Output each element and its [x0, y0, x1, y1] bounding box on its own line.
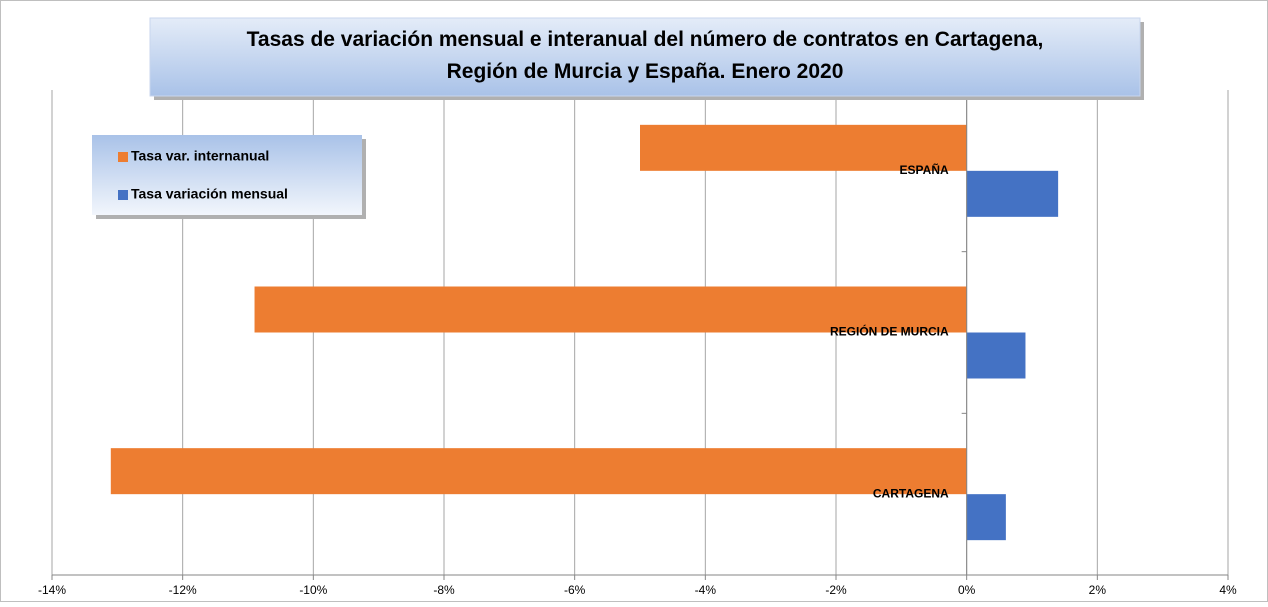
bar: [966, 332, 1026, 379]
title-box: [149, 17, 1141, 97]
chart-title: Tasas de variación mensual e interanual …: [247, 28, 1044, 83]
legend-swatch: [118, 190, 128, 200]
x-tick-label: 2%: [1089, 583, 1107, 597]
x-tick-label: -12%: [169, 583, 197, 597]
x-tick-label: -8%: [433, 583, 455, 597]
x-tick-label: -4%: [695, 583, 717, 597]
bar: [640, 124, 967, 171]
legend-label: Tasa var. internanual: [131, 148, 269, 164]
legend-label: Tasa variación mensual: [131, 186, 288, 202]
bar: [254, 286, 967, 333]
category-label: ESPAÑA: [900, 162, 949, 177]
bar: [966, 170, 1059, 217]
x-tick-label: 0%: [958, 583, 976, 597]
category-label: CARTAGENA: [873, 486, 949, 500]
plot-area: -14% -12% -10% -8% -6% -4% -2% 0% 2% 4% ESPAÑA REGI…: [38, 90, 1237, 597]
category-label: REGIÓN DE MURCIA: [830, 324, 949, 339]
legend: Tasa var. internanual Tasa variación mens…: [118, 148, 288, 202]
x-tick-label: -6%: [564, 583, 586, 597]
bar: [110, 448, 967, 495]
x-tick-label: 4%: [1219, 583, 1237, 597]
bar: [966, 494, 1006, 541]
x-tick-label: -10%: [299, 583, 327, 597]
x-tick-label: -2%: [825, 583, 847, 597]
legend-box: [92, 135, 362, 215]
legend-swatch: [118, 152, 128, 162]
x-tick-label: -14%: [38, 583, 66, 597]
